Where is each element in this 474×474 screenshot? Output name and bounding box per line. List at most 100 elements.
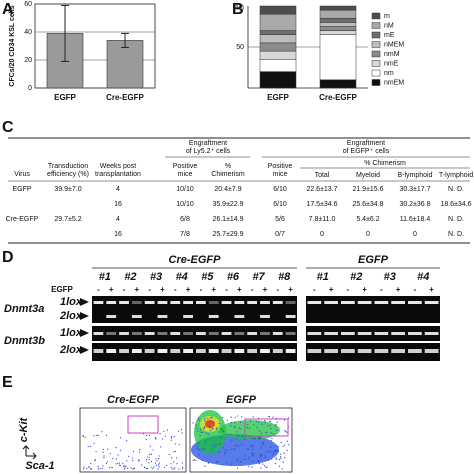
cell-dot xyxy=(200,431,202,433)
cell-dot xyxy=(251,466,253,468)
gel-band xyxy=(234,332,245,335)
cell-dot xyxy=(271,437,273,440)
cell-dot xyxy=(126,460,128,462)
gel-band xyxy=(424,301,439,304)
cell-dot xyxy=(287,417,290,419)
y-axis-label: (%) xyxy=(233,5,244,12)
cell-dot xyxy=(234,426,236,428)
cell-dot xyxy=(288,444,290,446)
table-header: B-lymphoid xyxy=(397,172,432,179)
cell-dot xyxy=(262,442,265,444)
cell-dot xyxy=(212,445,214,447)
gene-label: Dnmt3b xyxy=(4,335,45,347)
cell-dot xyxy=(199,429,201,431)
cell-dot xyxy=(201,449,203,451)
band-arrow xyxy=(80,298,89,306)
sign-label: - xyxy=(148,285,151,294)
cell-dot xyxy=(180,428,183,431)
legend-label: nM xyxy=(384,22,394,29)
cell-dot xyxy=(220,436,222,439)
cell-dot xyxy=(105,462,108,465)
table-header: Engraftment xyxy=(347,140,385,147)
cell-dot xyxy=(211,449,213,451)
cell-dot xyxy=(274,425,276,427)
cell-dot xyxy=(221,464,224,466)
cell-dot xyxy=(90,462,92,465)
cell-dot xyxy=(283,452,285,454)
cell-dot xyxy=(264,420,266,422)
cell-dot xyxy=(138,459,140,461)
sign-label: - xyxy=(200,285,203,294)
cell-dot xyxy=(156,460,158,462)
gel-band xyxy=(106,315,117,318)
cell-dot xyxy=(181,468,183,470)
gel-band xyxy=(285,332,296,335)
cell-dot xyxy=(275,449,277,452)
table-cell: 0/7 xyxy=(275,231,285,238)
legend-label: nm xyxy=(384,70,394,77)
cell-dot xyxy=(209,430,211,432)
cell-dot xyxy=(273,450,275,452)
band-arrow xyxy=(80,312,89,320)
cell-dot xyxy=(272,433,275,435)
cell-dot xyxy=(258,430,260,432)
bar-segment xyxy=(319,34,357,81)
gene-label: Dnmt3a xyxy=(4,303,44,315)
gel-band xyxy=(272,332,283,335)
cell-dot xyxy=(170,436,173,438)
cell-dot xyxy=(270,440,272,442)
x-tick-label: Cre-EGFP xyxy=(319,93,357,102)
cell-dot xyxy=(266,466,268,468)
cell-dot xyxy=(198,419,200,421)
cell-dot xyxy=(159,433,161,435)
cell-dot xyxy=(230,416,232,418)
x-tick-label: EGFP xyxy=(267,93,289,102)
table-cell: EGFP xyxy=(12,186,31,193)
cell-dot xyxy=(286,449,288,451)
lane-label: #2 xyxy=(350,271,362,283)
bar-segment xyxy=(319,22,357,27)
cell-dot xyxy=(198,453,200,456)
cell-dot xyxy=(261,444,264,446)
table-cell: 30.2±36.8 xyxy=(399,201,430,208)
panel-letter: B xyxy=(232,1,244,18)
gel-strip xyxy=(92,343,297,361)
gel-band xyxy=(119,349,129,353)
legend-label: nMEM xyxy=(384,41,404,48)
cell-dot xyxy=(171,468,173,470)
bar-segment xyxy=(319,79,357,89)
table-cell: 26.1±14.9 xyxy=(212,216,243,223)
gate xyxy=(127,415,159,434)
table-cell: 6/10 xyxy=(273,201,287,208)
cell-dot xyxy=(226,433,228,435)
gel-strip xyxy=(306,296,440,323)
cell-dot xyxy=(122,462,124,464)
gel-band xyxy=(357,349,372,353)
panel-letter: A xyxy=(2,1,14,18)
cell-dot xyxy=(222,447,224,449)
cell-dot xyxy=(128,455,130,457)
cell-dot xyxy=(239,421,242,424)
cell-dot xyxy=(83,466,85,468)
cell-dot xyxy=(262,463,264,465)
cell-dot xyxy=(117,462,119,465)
cell-dot xyxy=(181,432,183,434)
gel-band xyxy=(357,332,372,335)
cell-dot xyxy=(97,465,99,467)
table-header: efficiency (%) xyxy=(47,171,89,178)
cell-dot xyxy=(218,451,221,453)
cell-dot xyxy=(152,468,154,470)
cell-dot xyxy=(166,464,168,467)
gel-band xyxy=(260,332,270,335)
cell-dot xyxy=(213,446,216,448)
cell-dot xyxy=(270,432,272,434)
sign-label: + xyxy=(263,285,268,294)
sign-label: + xyxy=(429,285,434,294)
gel-band xyxy=(391,332,405,335)
cell-dot xyxy=(238,435,240,437)
gel-band xyxy=(424,332,439,335)
table-cell: 18.6±34.6 xyxy=(440,201,471,208)
table-cell: 16 xyxy=(114,201,122,208)
bar-segment xyxy=(259,30,297,35)
